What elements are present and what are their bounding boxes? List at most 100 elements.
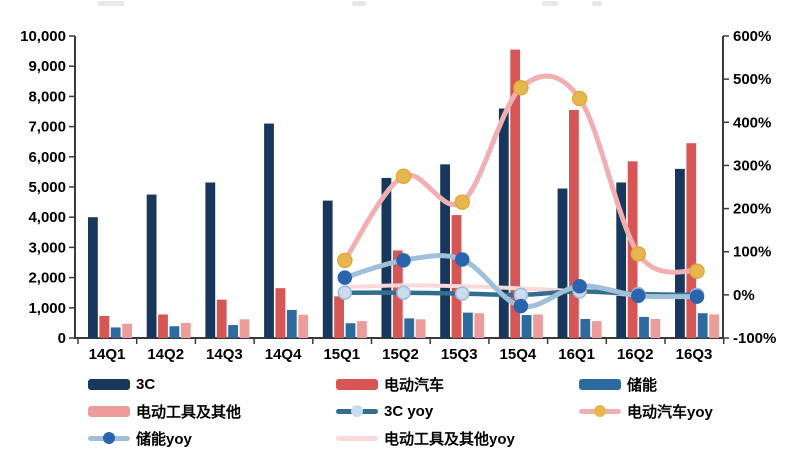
marker-储能yoy-16Q3 [689, 289, 705, 304]
legend-marker-dot [103, 432, 115, 444]
bar-电动汽车-16Q3 [686, 143, 697, 338]
legend-line [336, 436, 378, 441]
bar-储能-14Q1 [110, 327, 121, 338]
x-axis-label-14Q2: 14Q2 [147, 346, 184, 363]
left-axis-tick-label: 2,000 [28, 270, 66, 287]
right-axis-tick-label: 100% [733, 244, 771, 261]
x-axis-label-15Q2: 15Q2 [382, 346, 419, 363]
x-axis-label-15Q1: 15Q1 [323, 346, 360, 363]
x-axis-label-16Q1: 16Q1 [558, 346, 595, 363]
left-axis-tick-label: 0 [58, 330, 66, 347]
bar-电动汽车-15Q4 [510, 49, 521, 339]
marker-电动汽车yoy-15Q2 [395, 168, 412, 184]
bar-3C-15Q4 [498, 108, 509, 338]
legend-label: 电动工具及其他yoy [384, 430, 515, 448]
left-axis-tick-label: 9,000 [28, 58, 66, 75]
cropped-title-artifact [98, 1, 124, 6]
x-axis-label-14Q1: 14Q1 [89, 346, 126, 363]
left-axis-tick-label: 6,000 [28, 149, 66, 166]
left-axis-tick-label: 3,000 [28, 239, 66, 256]
x-axis-label-16Q3: 16Q3 [676, 346, 713, 363]
legend-item-3C: 3C [88, 375, 155, 393]
marker-3C yoy-15Q1 [337, 285, 353, 300]
bar-储能-15Q4 [521, 315, 532, 338]
marker-电动汽车yoy-16Q3 [689, 263, 705, 279]
marker-储能yoy-16Q2 [631, 288, 646, 303]
bar-储能-15Q3 [463, 312, 473, 338]
bar-电动工具及其他-14Q3 [239, 319, 250, 338]
left-axis-tick-label: 5,000 [28, 179, 66, 196]
legend-item-3C yoy: 3C yoy [336, 402, 433, 420]
legend-item-电动工具及其他: 电动工具及其他 [88, 402, 242, 421]
legend-label: 电动工具及其他 [136, 403, 242, 421]
legend-item-电动汽车: 电动汽车 [336, 375, 444, 394]
x-axis-label-15Q4: 15Q4 [500, 346, 537, 363]
bar-电动汽车-14Q4 [275, 288, 286, 338]
bar-电动汽车-15Q3 [451, 215, 462, 338]
legend-bar-swatch [88, 405, 130, 417]
marker-储能yoy-15Q1 [337, 270, 353, 285]
marker-电动汽车yoy-15Q1 [337, 252, 353, 269]
legend-label: 储能 [627, 376, 658, 394]
right-axis-tick-label: 0% [733, 287, 755, 304]
legend-label: 3C [136, 375, 156, 393]
bar-3C-14Q4 [264, 123, 274, 338]
marker-3C yoy-15Q3 [454, 286, 470, 301]
right-axis-tick-label: 500% [733, 71, 771, 88]
marker-储能yoy-16Q1 [572, 278, 587, 294]
legend-bar-swatch [579, 378, 621, 390]
bar-储能-14Q2 [169, 326, 180, 338]
x-axis-label-15Q3: 15Q3 [441, 346, 478, 363]
bar-3C-14Q1 [88, 217, 98, 338]
marker-3C yoy-15Q2 [396, 285, 411, 300]
bar-3C-16Q1 [557, 188, 568, 338]
marker-电动汽车yoy-15Q4 [513, 80, 529, 96]
legend-line-swatch [336, 404, 378, 418]
bar-电动汽车-15Q1 [334, 296, 344, 338]
bar-电动工具及其他-15Q2 [415, 319, 426, 338]
bar-电动汽车-16Q1 [569, 109, 579, 339]
bar-储能-15Q1 [345, 323, 356, 338]
bar-储能-15Q2 [404, 318, 415, 338]
left-axis-tick-label: 8,000 [28, 88, 66, 105]
legend-line-swatch [336, 431, 378, 445]
legend-bar-swatch [336, 378, 378, 390]
legend-bar-swatch [88, 378, 130, 390]
legend-label: 电动汽车yoy [627, 403, 713, 421]
bar-电动工具及其他-14Q2 [180, 322, 191, 338]
bar-储能-16Q1 [580, 318, 591, 338]
right-axis-tick-label: 300% [733, 157, 771, 174]
right-axis-tick-label: -100% [733, 330, 776, 347]
bar-电动工具及其他-16Q1 [591, 321, 602, 338]
legend-marker-dot [351, 405, 363, 417]
bar-电动工具及其他-16Q2 [650, 318, 661, 338]
x-axis-label-14Q3: 14Q3 [206, 346, 243, 363]
bar-3C-15Q3 [440, 164, 450, 338]
legend-label: 储能yoy [136, 430, 192, 448]
bar-电动汽车-14Q1 [99, 315, 110, 338]
bar-电动汽车-14Q2 [158, 314, 168, 338]
left-axis-tick-label: 10,000 [20, 28, 66, 45]
x-axis-label-16Q2: 16Q2 [617, 346, 654, 363]
marker-电动汽车yoy-16Q2 [630, 246, 647, 262]
bar-3C-14Q3 [205, 182, 216, 338]
bar-3C-15Q1 [322, 200, 333, 338]
x-axis-label-14Q4: 14Q4 [265, 346, 302, 363]
legend-item-电动汽车yoy: 电动汽车yoy [579, 402, 713, 421]
legend-line-swatch [579, 404, 621, 418]
right-axis-tick-label: 200% [733, 201, 771, 218]
left-axis-tick-label: 4,000 [28, 209, 66, 226]
legend-line-swatch [88, 431, 130, 445]
bar-3C-16Q3 [675, 168, 685, 338]
bar-电动工具及其他-14Q4 [298, 314, 309, 338]
bar-3C-16Q2 [616, 182, 627, 338]
bar-储能-16Q2 [639, 316, 649, 338]
cropped-title-artifact [542, 1, 558, 6]
right-axis-tick-label: 400% [733, 114, 771, 131]
marker-储能yoy-15Q2 [396, 253, 411, 268]
marker-电动汽车yoy-16Q1 [571, 90, 588, 107]
marker-储能yoy-15Q4 [513, 298, 529, 314]
right-axis-tick-label: 600% [733, 28, 771, 45]
